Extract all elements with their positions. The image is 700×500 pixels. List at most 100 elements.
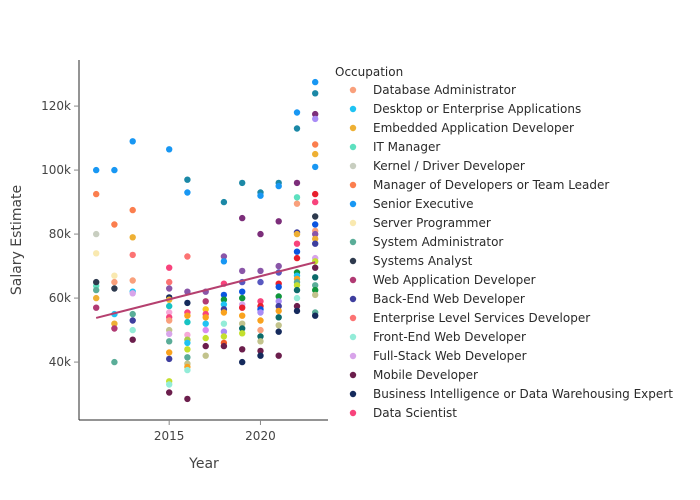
data-point[interactable] [257, 309, 264, 316]
data-point[interactable] [275, 322, 282, 329]
data-point[interactable] [257, 230, 264, 238]
data-point[interactable] [166, 309, 173, 316]
data-point[interactable] [275, 352, 282, 359]
data-point[interactable] [312, 90, 319, 97]
data-point[interactable] [312, 198, 319, 206]
data-point[interactable] [239, 312, 246, 319]
data-point[interactable] [239, 358, 246, 366]
data-point[interactable] [166, 146, 173, 153]
data-point[interactable] [202, 306, 209, 313]
data-point[interactable] [312, 274, 319, 281]
data-point[interactable] [166, 302, 173, 310]
data-point[interactable] [93, 166, 100, 174]
data-point[interactable] [239, 267, 246, 275]
data-point[interactable] [275, 298, 282, 305]
data-point[interactable] [184, 331, 191, 339]
data-point[interactable] [239, 325, 246, 332]
data-point[interactable] [184, 339, 191, 347]
data-point[interactable] [93, 278, 100, 286]
data-point[interactable] [111, 278, 118, 286]
data-point[interactable] [275, 314, 282, 321]
data-point[interactable] [293, 125, 301, 132]
data-point[interactable] [220, 258, 228, 265]
data-point[interactable] [184, 312, 191, 319]
data-point[interactable] [111, 325, 118, 332]
data-point[interactable] [184, 318, 191, 326]
data-point[interactable] [257, 326, 264, 334]
data-point[interactable] [257, 347, 264, 355]
data-point[interactable] [275, 218, 282, 225]
data-point[interactable] [257, 317, 264, 324]
data-point[interactable] [111, 358, 118, 366]
data-point[interactable] [129, 336, 136, 343]
data-point[interactable] [166, 264, 173, 271]
data-point[interactable] [293, 254, 301, 262]
data-point[interactable] [111, 285, 118, 292]
data-point[interactable] [312, 312, 319, 319]
data-point[interactable] [93, 286, 100, 294]
data-point[interactable] [312, 150, 319, 158]
legend-item[interactable]: System Administrator [349, 235, 504, 249]
data-point[interactable] [257, 338, 264, 345]
legend-item[interactable]: IT Manager [349, 140, 441, 154]
data-point[interactable] [220, 309, 228, 316]
legend-item[interactable]: Mobile Developer [349, 368, 478, 382]
data-point[interactable] [239, 330, 246, 337]
data-point[interactable] [239, 179, 246, 187]
data-point[interactable] [257, 278, 264, 286]
data-point[interactable] [312, 282, 319, 289]
data-point[interactable] [220, 198, 228, 206]
data-point[interactable] [257, 298, 264, 305]
data-point[interactable] [166, 330, 173, 338]
data-point[interactable] [166, 278, 173, 286]
legend-item[interactable]: Senior Executive [349, 197, 474, 211]
data-point[interactable] [166, 349, 173, 356]
legend-item[interactable]: Front-End Web Developer [349, 330, 526, 344]
data-point[interactable] [312, 110, 319, 118]
data-point[interactable] [129, 138, 136, 145]
data-point[interactable] [202, 320, 209, 327]
legend-item[interactable]: Data Scientist [349, 406, 457, 420]
data-point[interactable] [184, 395, 191, 403]
data-point[interactable] [293, 282, 301, 289]
legend-item[interactable]: Kernel / Driver Developer [349, 159, 525, 173]
data-point[interactable] [257, 267, 264, 275]
data-point[interactable] [312, 286, 319, 294]
data-point[interactable] [166, 355, 173, 363]
data-point[interactable] [166, 389, 173, 396]
data-point[interactable] [275, 293, 282, 300]
data-point[interactable] [275, 328, 282, 335]
data-point[interactable] [257, 192, 264, 199]
data-point[interactable] [166, 381, 173, 388]
data-point[interactable] [275, 182, 282, 190]
data-point[interactable] [275, 262, 282, 270]
data-point[interactable] [312, 264, 319, 271]
data-point[interactable] [93, 190, 100, 198]
legend-item[interactable]: Database Administrator [349, 83, 516, 97]
data-point[interactable] [275, 307, 282, 315]
data-point[interactable] [184, 366, 191, 374]
data-point[interactable] [239, 288, 246, 295]
data-point[interactable] [184, 176, 191, 183]
data-point[interactable] [293, 194, 301, 201]
data-point[interactable] [293, 248, 301, 255]
data-point[interactable] [129, 277, 136, 284]
data-point[interactable] [111, 320, 118, 327]
data-point[interactable] [184, 189, 191, 196]
data-point[interactable] [239, 294, 246, 302]
data-point[interactable] [239, 320, 246, 327]
data-point[interactable] [166, 285, 173, 292]
legend-item[interactable]: Desktop or Enterprise Applications [349, 102, 581, 116]
data-point[interactable] [93, 304, 100, 311]
legend-item[interactable]: Embedded Application Developer [349, 121, 574, 135]
data-point[interactable] [312, 115, 319, 123]
data-point[interactable] [220, 328, 228, 335]
data-point[interactable] [293, 240, 301, 247]
data-point[interactable] [184, 253, 191, 260]
data-point[interactable] [184, 346, 191, 353]
data-point[interactable] [166, 338, 173, 345]
legend-item[interactable]: Full-Stack Web Developer [349, 349, 527, 363]
data-point[interactable] [220, 301, 228, 308]
data-point[interactable] [312, 141, 319, 148]
data-point[interactable] [202, 298, 209, 305]
